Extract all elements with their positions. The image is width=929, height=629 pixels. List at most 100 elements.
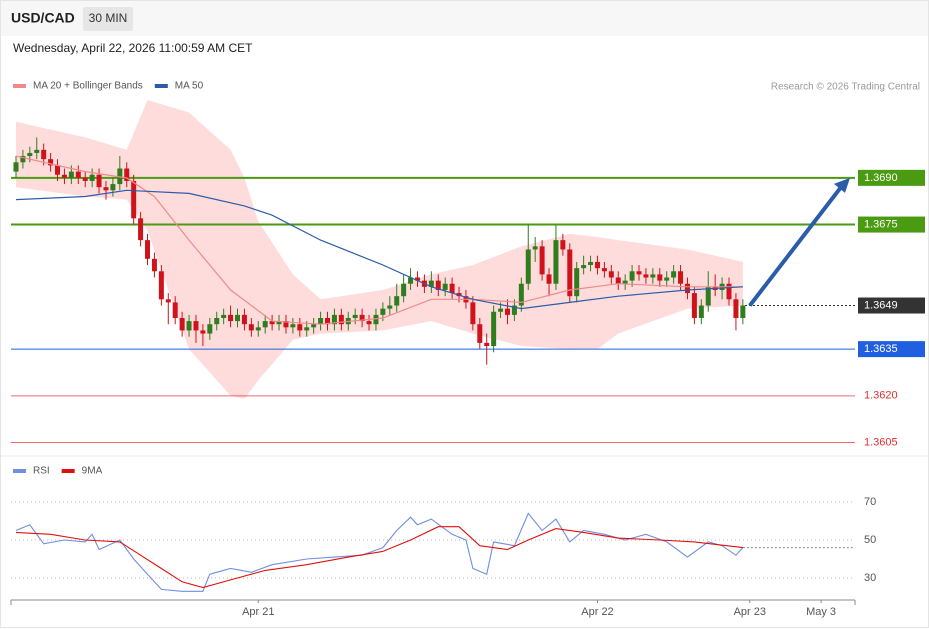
candle-body	[214, 317, 220, 325]
candle-body	[532, 246, 538, 250]
candle-body	[546, 274, 552, 284]
candle-body	[684, 283, 690, 294]
level-label: 1.3675	[864, 218, 898, 230]
candle-body	[235, 314, 241, 322]
candle-body	[615, 277, 621, 284]
candle-body	[359, 314, 365, 322]
candle-body	[518, 283, 524, 306]
credit: Research © 2026 Trading Central	[771, 82, 920, 93]
candle-body	[186, 321, 192, 331]
candle-body	[207, 324, 213, 334]
candle-body	[408, 277, 414, 284]
candle-body	[622, 280, 628, 284]
candle-body	[75, 171, 81, 178]
x-tick-label: Apr 22	[581, 606, 613, 618]
candle-body	[504, 308, 510, 315]
candle-body	[61, 174, 67, 178]
candle-body	[601, 268, 607, 272]
candle-body	[228, 314, 234, 322]
level-label: 1.3605	[864, 436, 898, 448]
level-box	[858, 216, 925, 233]
candle-body	[13, 162, 19, 172]
candle-body	[498, 308, 504, 312]
interval-box[interactable]	[83, 7, 133, 31]
legend-label: MA 50	[175, 81, 204, 92]
candle-body	[248, 324, 254, 331]
level-label: 1.3620	[864, 390, 898, 402]
candle-body	[636, 271, 642, 275]
candle-body	[691, 293, 697, 318]
timestamp: Wednesday, April 22, 2026 11:00:59 AM CE…	[13, 41, 253, 55]
candle-body	[525, 249, 531, 284]
candle-body	[394, 296, 400, 306]
candle-body	[588, 261, 594, 266]
candle-body	[477, 324, 483, 343]
candle-body	[387, 305, 393, 309]
candle-body	[304, 327, 310, 331]
legend-swatch	[13, 469, 26, 473]
candle-body	[221, 314, 227, 318]
candle-body	[68, 171, 74, 178]
candle-body	[664, 277, 670, 281]
candle-body	[740, 305, 746, 318]
candle-body	[89, 174, 95, 181]
level-label: 1.3649	[864, 299, 898, 311]
candle-body	[331, 314, 337, 325]
candle-body	[165, 299, 171, 303]
candle-body	[241, 314, 247, 325]
legend-swatch	[154, 84, 168, 88]
candle-body	[151, 258, 157, 272]
candle-body	[442, 283, 448, 290]
level-label: 1.3690	[864, 172, 898, 184]
candle-body	[82, 177, 88, 181]
candle-body	[124, 168, 130, 181]
candle-body	[705, 286, 711, 306]
candle-body	[414, 277, 420, 281]
candle-body	[34, 149, 40, 153]
candle-body	[629, 271, 635, 281]
indicator-line	[15, 526, 743, 589]
candle-body	[657, 274, 663, 281]
candle-body	[726, 283, 732, 300]
candle-body	[103, 187, 109, 191]
candle-body	[138, 218, 144, 241]
y-tick-label: 30	[864, 572, 876, 584]
candle-body	[262, 321, 268, 328]
candle-body	[325, 317, 330, 325]
candle-body	[311, 324, 317, 328]
candle-body	[145, 240, 151, 259]
interval[interactable]: 30 MIN	[89, 11, 128, 25]
candle-body	[539, 246, 545, 275]
candle-body	[733, 299, 739, 318]
forecast-arrow	[748, 184, 844, 307]
candle-body	[338, 314, 344, 325]
candle-body	[511, 305, 517, 315]
candle-body	[110, 184, 116, 191]
candle-body	[671, 271, 677, 278]
candle-body	[698, 305, 704, 318]
level-box	[858, 341, 925, 358]
level-box	[858, 169, 925, 186]
candle-body	[449, 283, 455, 294]
x-tick-label: Apr 23	[734, 606, 766, 618]
candle-body	[428, 280, 434, 287]
candle-body	[581, 265, 587, 269]
candle-body	[650, 274, 656, 278]
candle-body	[131, 180, 137, 219]
ma-line	[15, 155, 743, 325]
legend-swatch	[13, 84, 26, 88]
candle-body	[193, 321, 199, 331]
level-box	[858, 297, 925, 314]
candle-body	[380, 308, 386, 315]
candle-body	[352, 314, 358, 318]
legend-swatch	[61, 469, 75, 473]
candle-body	[491, 311, 497, 347]
candle-body	[567, 249, 573, 297]
candle-body	[55, 165, 61, 175]
candle-body	[594, 261, 600, 269]
legend-label: 9MA	[82, 466, 103, 477]
candle-body	[560, 240, 566, 250]
candle-body	[158, 271, 164, 300]
candle-body	[373, 314, 379, 325]
